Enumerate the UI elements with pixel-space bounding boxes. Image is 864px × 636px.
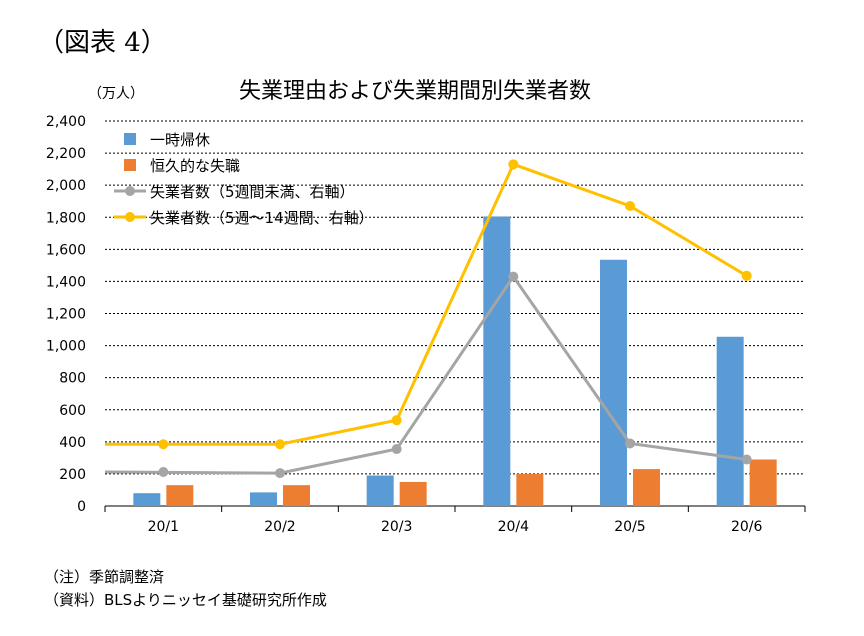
line-point xyxy=(508,271,519,282)
line-point xyxy=(508,159,519,170)
legend-label: 失業者数（5週間未満、右軸） xyxy=(150,183,355,201)
x-tick-label: 20/1 xyxy=(148,519,179,535)
line-point xyxy=(158,466,169,477)
lines xyxy=(104,159,752,479)
line-point xyxy=(741,454,752,465)
bar xyxy=(516,473,544,506)
bar xyxy=(166,485,194,506)
note-seasonal-adjustment: （注）季節調整済 xyxy=(44,568,165,586)
y-tick-label: 1,200 xyxy=(46,307,86,323)
chart-title: 失業理由および失業期間別失業者数 xyxy=(239,79,591,104)
bar xyxy=(716,336,744,506)
legend-swatch xyxy=(124,133,136,145)
legend-label: 一時帰休 xyxy=(150,131,210,149)
line-point xyxy=(275,468,285,479)
x-tick-label: 20/5 xyxy=(614,519,645,535)
series-line xyxy=(104,273,747,475)
figure-label: （図表 4） xyxy=(38,28,167,58)
series-line xyxy=(105,162,748,446)
bars xyxy=(133,216,777,506)
y-tick-label: 1,800 xyxy=(46,210,86,226)
bar xyxy=(749,459,777,506)
chart: 失業理由および失業期間別失業者数 （万人） 0 200 400 600 800 1,000… xyxy=(46,79,806,535)
y-tick-label: 2,000 xyxy=(46,178,86,194)
y-tick-label: 0 xyxy=(77,499,86,515)
bar xyxy=(399,481,427,506)
bar xyxy=(283,485,310,506)
bar xyxy=(250,492,277,506)
bar xyxy=(600,259,627,506)
y-tick-label: 1,600 xyxy=(46,242,86,258)
y-tick-label: 400 xyxy=(59,435,86,451)
legend-label: 失業者数（5週～14週間、右軸） xyxy=(150,209,374,227)
line-point xyxy=(391,444,402,455)
legend-marker xyxy=(125,212,135,222)
legend-marker xyxy=(125,186,135,196)
y-tick-label: 600 xyxy=(59,403,86,419)
note-source: （資料）BLSよりニッセイ基礎研究所作成 xyxy=(44,591,327,609)
y-tick-label: 1,000 xyxy=(46,339,86,355)
y-tick-label: 2,200 xyxy=(46,146,86,162)
x-tick-label: 20/3 xyxy=(381,519,412,535)
x-axis: 20/1 20/2 20/3 20/4 20/5 20/6 xyxy=(104,505,806,535)
y-tick-label: 200 xyxy=(59,467,86,483)
x-tick-label: 20/6 xyxy=(731,519,763,535)
x-tick-label: 20/4 xyxy=(498,519,530,535)
x-tick-label: 20/2 xyxy=(264,519,295,535)
bar xyxy=(633,469,660,506)
line-point xyxy=(741,270,752,281)
bar xyxy=(366,475,394,506)
line-point xyxy=(275,439,285,450)
legend-label: 恒久的な失職 xyxy=(150,157,240,175)
bar xyxy=(133,493,161,506)
y-tick-label: 1,400 xyxy=(46,274,86,290)
y-tick-label: 2,400 xyxy=(46,114,86,130)
line-point xyxy=(158,439,169,450)
line-point xyxy=(625,438,635,449)
y-axis: 0 200 400 600 800 1,000 1,200 1,400 1,600 1,800 2,… xyxy=(46,114,86,515)
legend-swatch xyxy=(124,159,136,171)
line-point xyxy=(625,201,635,212)
unit-label: （万人） xyxy=(88,86,144,102)
y-tick-label: 800 xyxy=(59,371,86,387)
bar xyxy=(483,216,511,506)
line-point xyxy=(391,415,402,426)
